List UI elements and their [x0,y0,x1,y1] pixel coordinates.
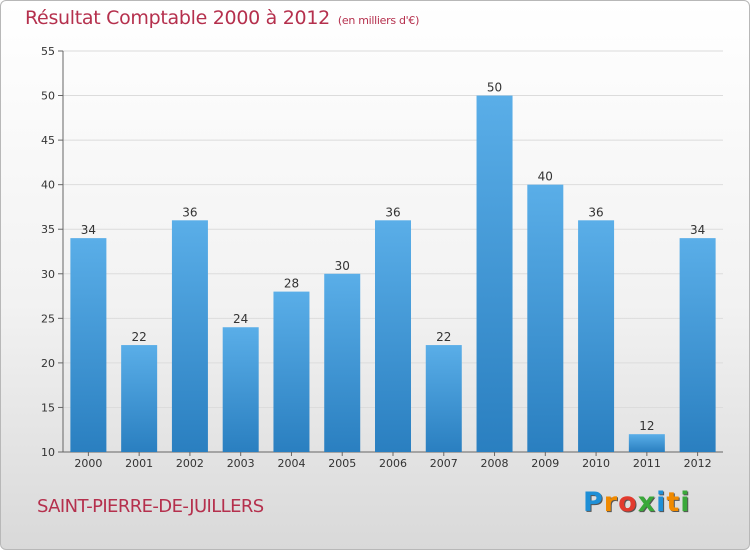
logo-letter: x [637,487,657,518]
bar-2003 [222,327,259,452]
y-tick-label: 15 [41,401,55,414]
y-tick-label: 10 [41,446,55,459]
x-tick-label-2000: 2000 [74,457,102,470]
bar-2005 [324,273,361,452]
bar-2001 [121,345,158,452]
bar-2002 [171,220,208,452]
bar-2004 [273,291,310,452]
x-tick-label-2010: 2010 [582,457,610,470]
title-text: Résultat Comptable 2000 à 2012 [25,7,330,29]
data-label-2008: 50 [487,81,502,95]
data-label-2005: 30 [335,259,350,273]
commune-name: SAINT-PIERRE-DE-JUILLERS [37,496,264,517]
x-tick-label-2002: 2002 [176,457,204,470]
logo-letter: r [603,487,619,518]
bar-2007 [425,345,462,452]
logo-letter: t [666,487,681,518]
data-label-2003: 24 [233,312,248,326]
y-tick-label: 25 [41,312,55,325]
chart-title: Résultat Comptable 2000 à 2012 (en millie… [25,7,419,29]
x-tick-label-2003: 2003 [227,457,255,470]
x-tick-label-2011: 2011 [633,457,661,470]
data-label-2012: 34 [690,223,705,237]
bar-2006 [375,220,411,452]
data-label-2011: 12 [639,419,654,433]
x-tick-label-2007: 2007 [430,457,458,470]
data-label-2002: 36 [182,205,197,219]
data-label-2000: 34 [81,223,96,237]
x-tick-label-2009: 2009 [531,457,559,470]
bar-2008 [476,95,513,453]
y-tick-label: 40 [41,179,55,192]
y-tick-label: 55 [41,45,55,58]
logo-letter: P [583,487,604,518]
bar-2010 [578,220,615,452]
logo-letter: i [680,487,691,518]
data-label-2001: 22 [132,330,147,344]
data-label-2004: 28 [284,277,299,291]
labels: 10 15 20 25 30 35 40 45 50 55 34 2000 22 2001 36 2002 24… [41,45,712,470]
proxiti-logo[interactable]: Proxiti [583,487,691,518]
logo-letter: i [656,487,667,518]
data-label-2009: 40 [538,170,553,184]
x-tick-label-2004: 2004 [277,457,305,470]
bars [70,95,716,453]
bar-2011 [628,434,665,452]
data-label-2007: 22 [436,330,451,344]
x-tick-label-2001: 2001 [125,457,153,470]
y-tick-label: 35 [41,223,55,236]
y-tick-label: 45 [41,134,55,147]
x-tick-label-2008: 2008 [481,457,509,470]
x-tick-label-2012: 2012 [684,457,712,470]
data-label-2010: 36 [588,205,603,219]
x-tick-label-2006: 2006 [379,457,407,470]
chart-subtitle: (en milliers d'€) [337,14,420,27]
y-tick-label: 20 [41,357,55,370]
bar-2009 [527,184,564,452]
y-tick-label: 50 [41,90,55,103]
bar-2000 [70,238,107,452]
logo-letter: o [618,487,638,518]
data-label-2006: 36 [385,205,400,219]
bar-2012 [679,238,716,452]
x-tick-label-2005: 2005 [328,457,356,470]
y-tick-label: 30 [41,268,55,281]
